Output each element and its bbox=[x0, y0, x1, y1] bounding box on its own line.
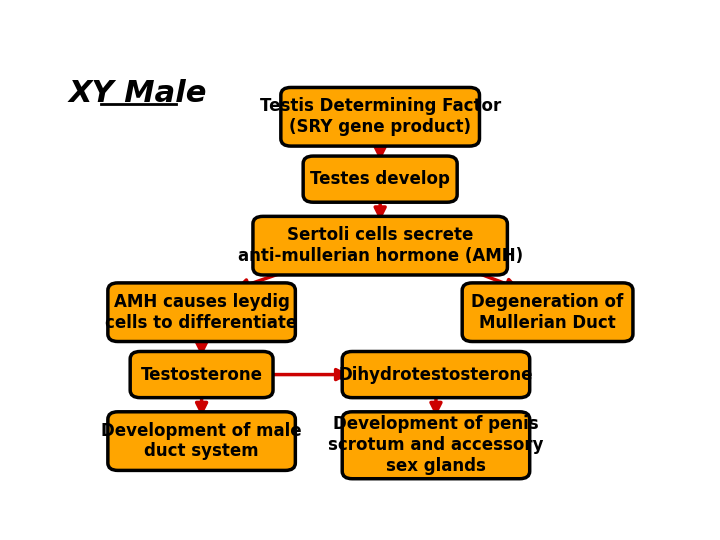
Text: Degeneration of
Mullerian Duct: Degeneration of Mullerian Duct bbox=[472, 293, 624, 332]
FancyBboxPatch shape bbox=[462, 283, 633, 341]
FancyBboxPatch shape bbox=[108, 283, 295, 341]
Text: Testes develop: Testes develop bbox=[310, 170, 450, 188]
Text: Development of male
duct system: Development of male duct system bbox=[102, 422, 302, 461]
Text: Testis Determining Factor
(SRY gene product): Testis Determining Factor (SRY gene prod… bbox=[259, 97, 501, 136]
FancyBboxPatch shape bbox=[253, 217, 508, 275]
Text: XY Male: XY Male bbox=[68, 79, 207, 109]
Text: Sertoli cells secrete
anti-mullerian hormone (AMH): Sertoli cells secrete anti-mullerian hor… bbox=[238, 226, 523, 265]
FancyBboxPatch shape bbox=[108, 412, 295, 470]
Text: Development of penis
scrotum and accessory
sex glands: Development of penis scrotum and accesso… bbox=[328, 415, 544, 475]
FancyBboxPatch shape bbox=[303, 156, 457, 202]
FancyBboxPatch shape bbox=[342, 352, 530, 397]
FancyBboxPatch shape bbox=[342, 412, 530, 479]
Text: Testosterone: Testosterone bbox=[140, 366, 263, 383]
FancyBboxPatch shape bbox=[130, 352, 273, 397]
FancyBboxPatch shape bbox=[281, 87, 480, 146]
Text: Dihydrotestosterone: Dihydrotestosterone bbox=[338, 366, 534, 383]
Text: AMH causes leydig
cells to differentiate: AMH causes leydig cells to differentiate bbox=[105, 293, 298, 332]
